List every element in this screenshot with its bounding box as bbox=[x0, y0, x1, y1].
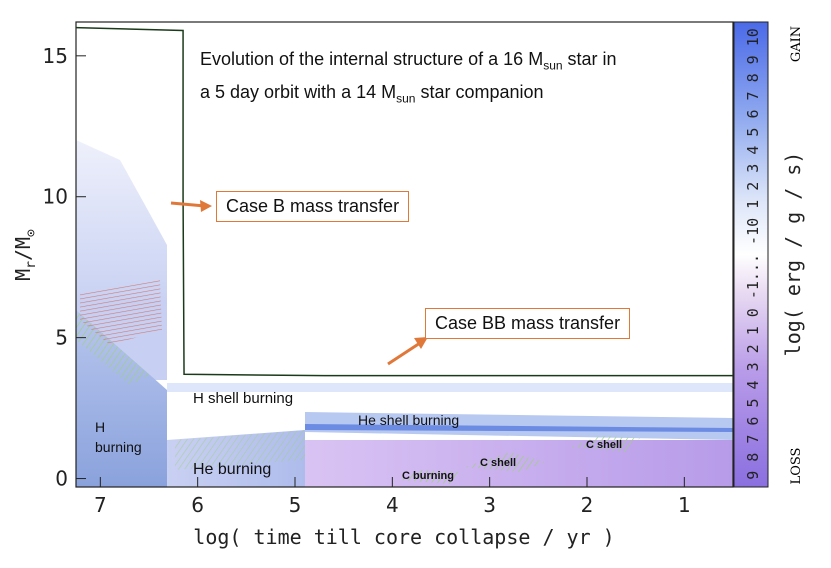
series-layer bbox=[75, 26, 733, 377]
svg-text:GAIN: GAIN bbox=[789, 26, 804, 62]
convective-shell-region bbox=[80, 280, 162, 345]
label-h-burning-1: H bbox=[95, 419, 105, 435]
x-tick-label: 6 bbox=[191, 493, 204, 517]
he-shell-band bbox=[305, 424, 733, 432]
label-h-burning-2: burning bbox=[95, 439, 142, 455]
colorbar-ticks: 9 8 7 6 5 4 3 2 1 0 -1... -10 1 2 3 4 5 … bbox=[744, 28, 762, 480]
title-line-2: a 5 day orbit with a 14 Msun star compan… bbox=[200, 81, 544, 106]
colorbar-title: log( erg / g / s) bbox=[781, 152, 805, 357]
case-b-arrow bbox=[170, 200, 212, 212]
label-he-burning: He burning bbox=[193, 461, 271, 478]
y-tick-label: 5 bbox=[55, 326, 68, 350]
y-tick-label: 10 bbox=[43, 185, 68, 209]
chart-title: Evolution of the internal structure of a… bbox=[200, 46, 617, 111]
plot-frame bbox=[75, 21, 734, 488]
c-shell-region-1 bbox=[465, 452, 545, 472]
colorbar-loss-label: LOSS bbox=[789, 448, 804, 485]
structure-regions bbox=[76, 140, 733, 487]
case-bb-arrow bbox=[387, 337, 428, 366]
svg-text:LOSS: LOSS bbox=[789, 448, 804, 485]
svg-text:Mr/M⊙: Mr/M⊙ bbox=[11, 229, 39, 281]
x-tick-label: 1 bbox=[678, 493, 691, 517]
title-line-1: Evolution of the internal structure of a… bbox=[200, 49, 617, 73]
label-h-shell: H shell burning bbox=[193, 390, 293, 407]
y-tick-label: 0 bbox=[55, 467, 68, 491]
x-tick-label: 5 bbox=[289, 493, 302, 517]
y-tick-label: 15 bbox=[43, 44, 68, 68]
x-tick-label: 2 bbox=[581, 493, 594, 517]
colorbar-gain-label: GAIN bbox=[789, 26, 804, 62]
label-c-shell-1: C shell bbox=[480, 457, 516, 469]
case-b-callout: Case B mass transfer bbox=[216, 191, 410, 222]
he-burning-hatch bbox=[175, 430, 305, 470]
x-axis: 7 6 5 4 3 2 1 bbox=[94, 477, 691, 517]
envelope-loss-region bbox=[76, 140, 167, 300]
label-c-burning: C burning bbox=[402, 470, 454, 482]
x-axis-title: log( time till core collapse / yr ) bbox=[193, 525, 614, 549]
x-tick-label: 3 bbox=[483, 493, 496, 517]
y-axis: 0 5 10 15 bbox=[43, 44, 86, 491]
total-mass-line bbox=[75, 26, 733, 377]
svg-text:9 8 7 6 5 4 3 2 1 0 -1... -10: 9 8 7 6 5 4 3 2 1 0 -1... -10 1 2 3 4 5 … bbox=[744, 28, 762, 480]
case-bb-callout: Case BB mass transfer bbox=[425, 308, 631, 339]
label-he-shell: He shell burning bbox=[358, 412, 459, 428]
h-shell-region bbox=[167, 383, 733, 392]
x-tick-label: 7 bbox=[94, 493, 107, 517]
label-c-shell-2: C shell bbox=[586, 439, 622, 451]
svg-text:log( erg / g / s): log( erg / g / s) bbox=[781, 152, 805, 357]
c-shell-region-2 bbox=[570, 436, 640, 452]
y-axis-title: Mr/M⊙ bbox=[11, 229, 39, 281]
c-burning-region bbox=[400, 470, 460, 484]
x-tick-label: 4 bbox=[386, 493, 399, 517]
colorbar bbox=[733, 21, 769, 488]
